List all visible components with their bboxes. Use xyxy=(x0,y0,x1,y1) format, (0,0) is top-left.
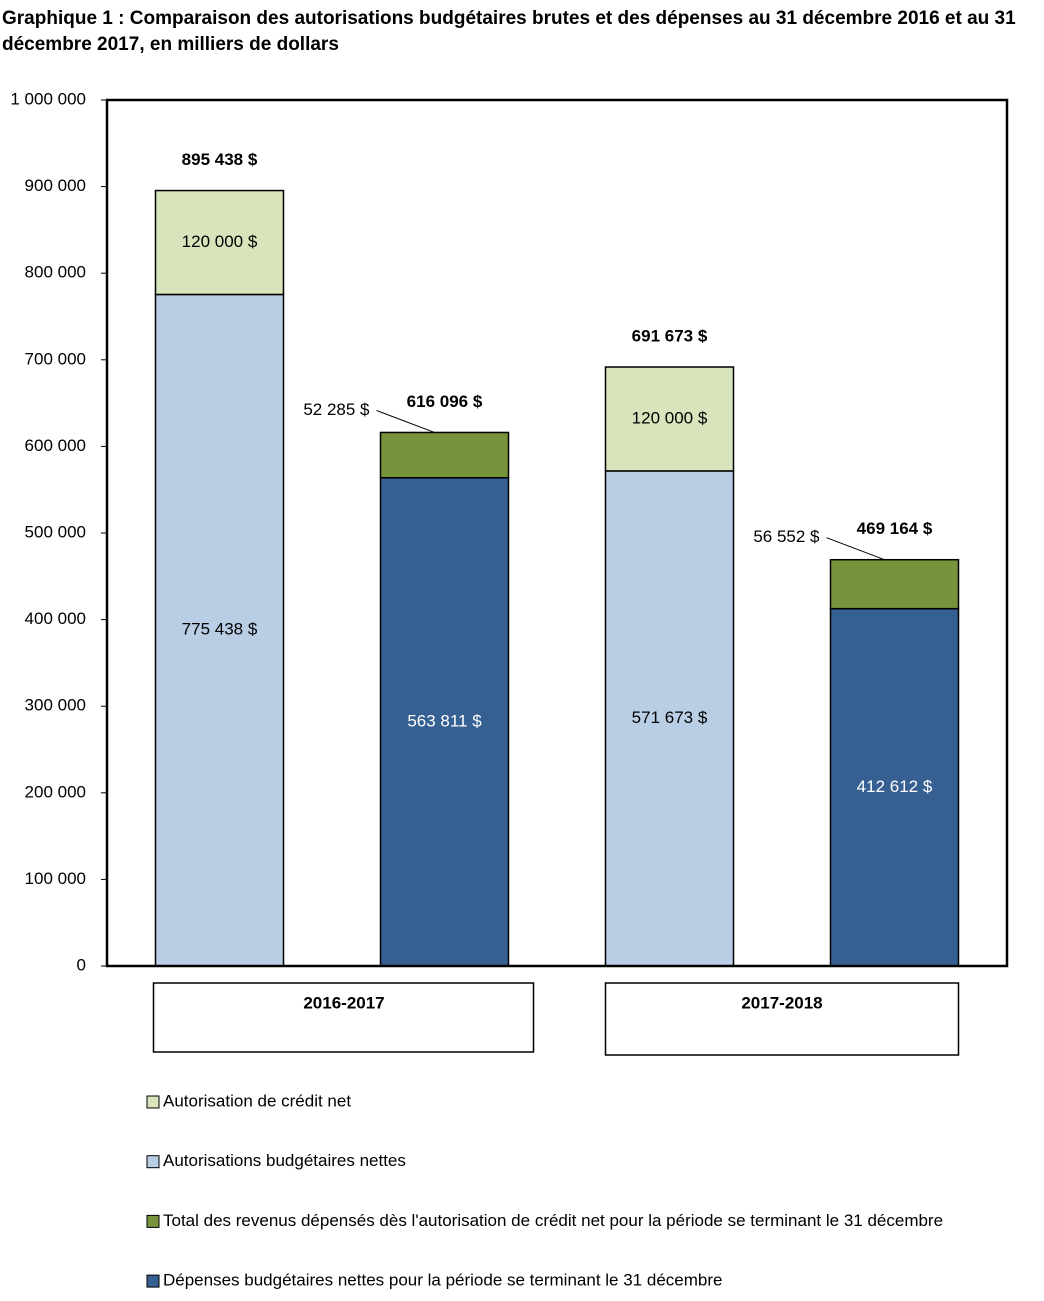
group-label: 2016-2017 xyxy=(303,993,384,1012)
y-tick-label: 0 xyxy=(77,955,86,974)
y-tick-label: 600 000 xyxy=(25,436,86,455)
leader-line xyxy=(376,409,435,433)
group-box xyxy=(604,982,960,1056)
legend-swatch xyxy=(146,1274,160,1288)
bar-segment xyxy=(604,470,735,967)
y-tick-label: 800 000 xyxy=(25,263,86,282)
bar-segment xyxy=(604,366,735,472)
legend-label: Total des revenus dépensés dès l'autoris… xyxy=(163,1211,943,1230)
value-label: 571 673 $ xyxy=(632,708,708,727)
plot-frame xyxy=(105,98,1009,968)
legend-swatch xyxy=(146,1214,160,1228)
y-tick-label: 1 000 000 xyxy=(10,89,86,108)
y-tick-label: 100 000 xyxy=(25,869,86,888)
value-label: 412 612 $ xyxy=(857,777,933,796)
bar-segment xyxy=(829,607,960,967)
legend-label: Dépenses budgétaires nettes pour la péri… xyxy=(163,1271,722,1290)
value-label: 775 438 $ xyxy=(182,620,258,639)
total-label: 895 438 $ xyxy=(182,150,258,169)
y-tick-label: 500 000 xyxy=(25,522,86,541)
group-label: 2017-2018 xyxy=(741,993,822,1012)
legend-label: Autorisations budgétaires nettes xyxy=(163,1151,406,1170)
value-label: 120 000 $ xyxy=(182,232,258,251)
bar-segment xyxy=(829,558,960,610)
bar-segment xyxy=(379,431,510,479)
leader-line xyxy=(826,537,885,561)
value-label: 52 285 $ xyxy=(303,400,370,419)
value-label: 120 000 $ xyxy=(632,408,708,427)
value-label: 563 811 $ xyxy=(407,711,482,730)
y-tick-label: 700 000 xyxy=(25,349,86,368)
y-tick-label: 200 000 xyxy=(25,782,86,801)
value-label: 56 552 $ xyxy=(753,527,820,546)
total-label: 469 164 $ xyxy=(857,519,933,538)
y-tick-label: 900 000 xyxy=(25,176,86,195)
bar-segment xyxy=(154,189,285,296)
y-tick-label: 400 000 xyxy=(25,609,86,628)
group-box xyxy=(152,982,535,1053)
legend-swatch xyxy=(146,1095,160,1109)
chart-title: Graphique 1 : Comparaison des autorisati… xyxy=(2,8,1016,55)
legend-label: Autorisation de crédit net xyxy=(163,1091,351,1110)
y-tick-label: 300 000 xyxy=(25,696,86,715)
bar-segment xyxy=(379,476,510,967)
legend-swatch xyxy=(146,1155,160,1169)
bar-segment xyxy=(154,293,285,967)
total-label: 691 673 $ xyxy=(632,326,708,345)
total-label: 616 096 $ xyxy=(407,392,483,411)
